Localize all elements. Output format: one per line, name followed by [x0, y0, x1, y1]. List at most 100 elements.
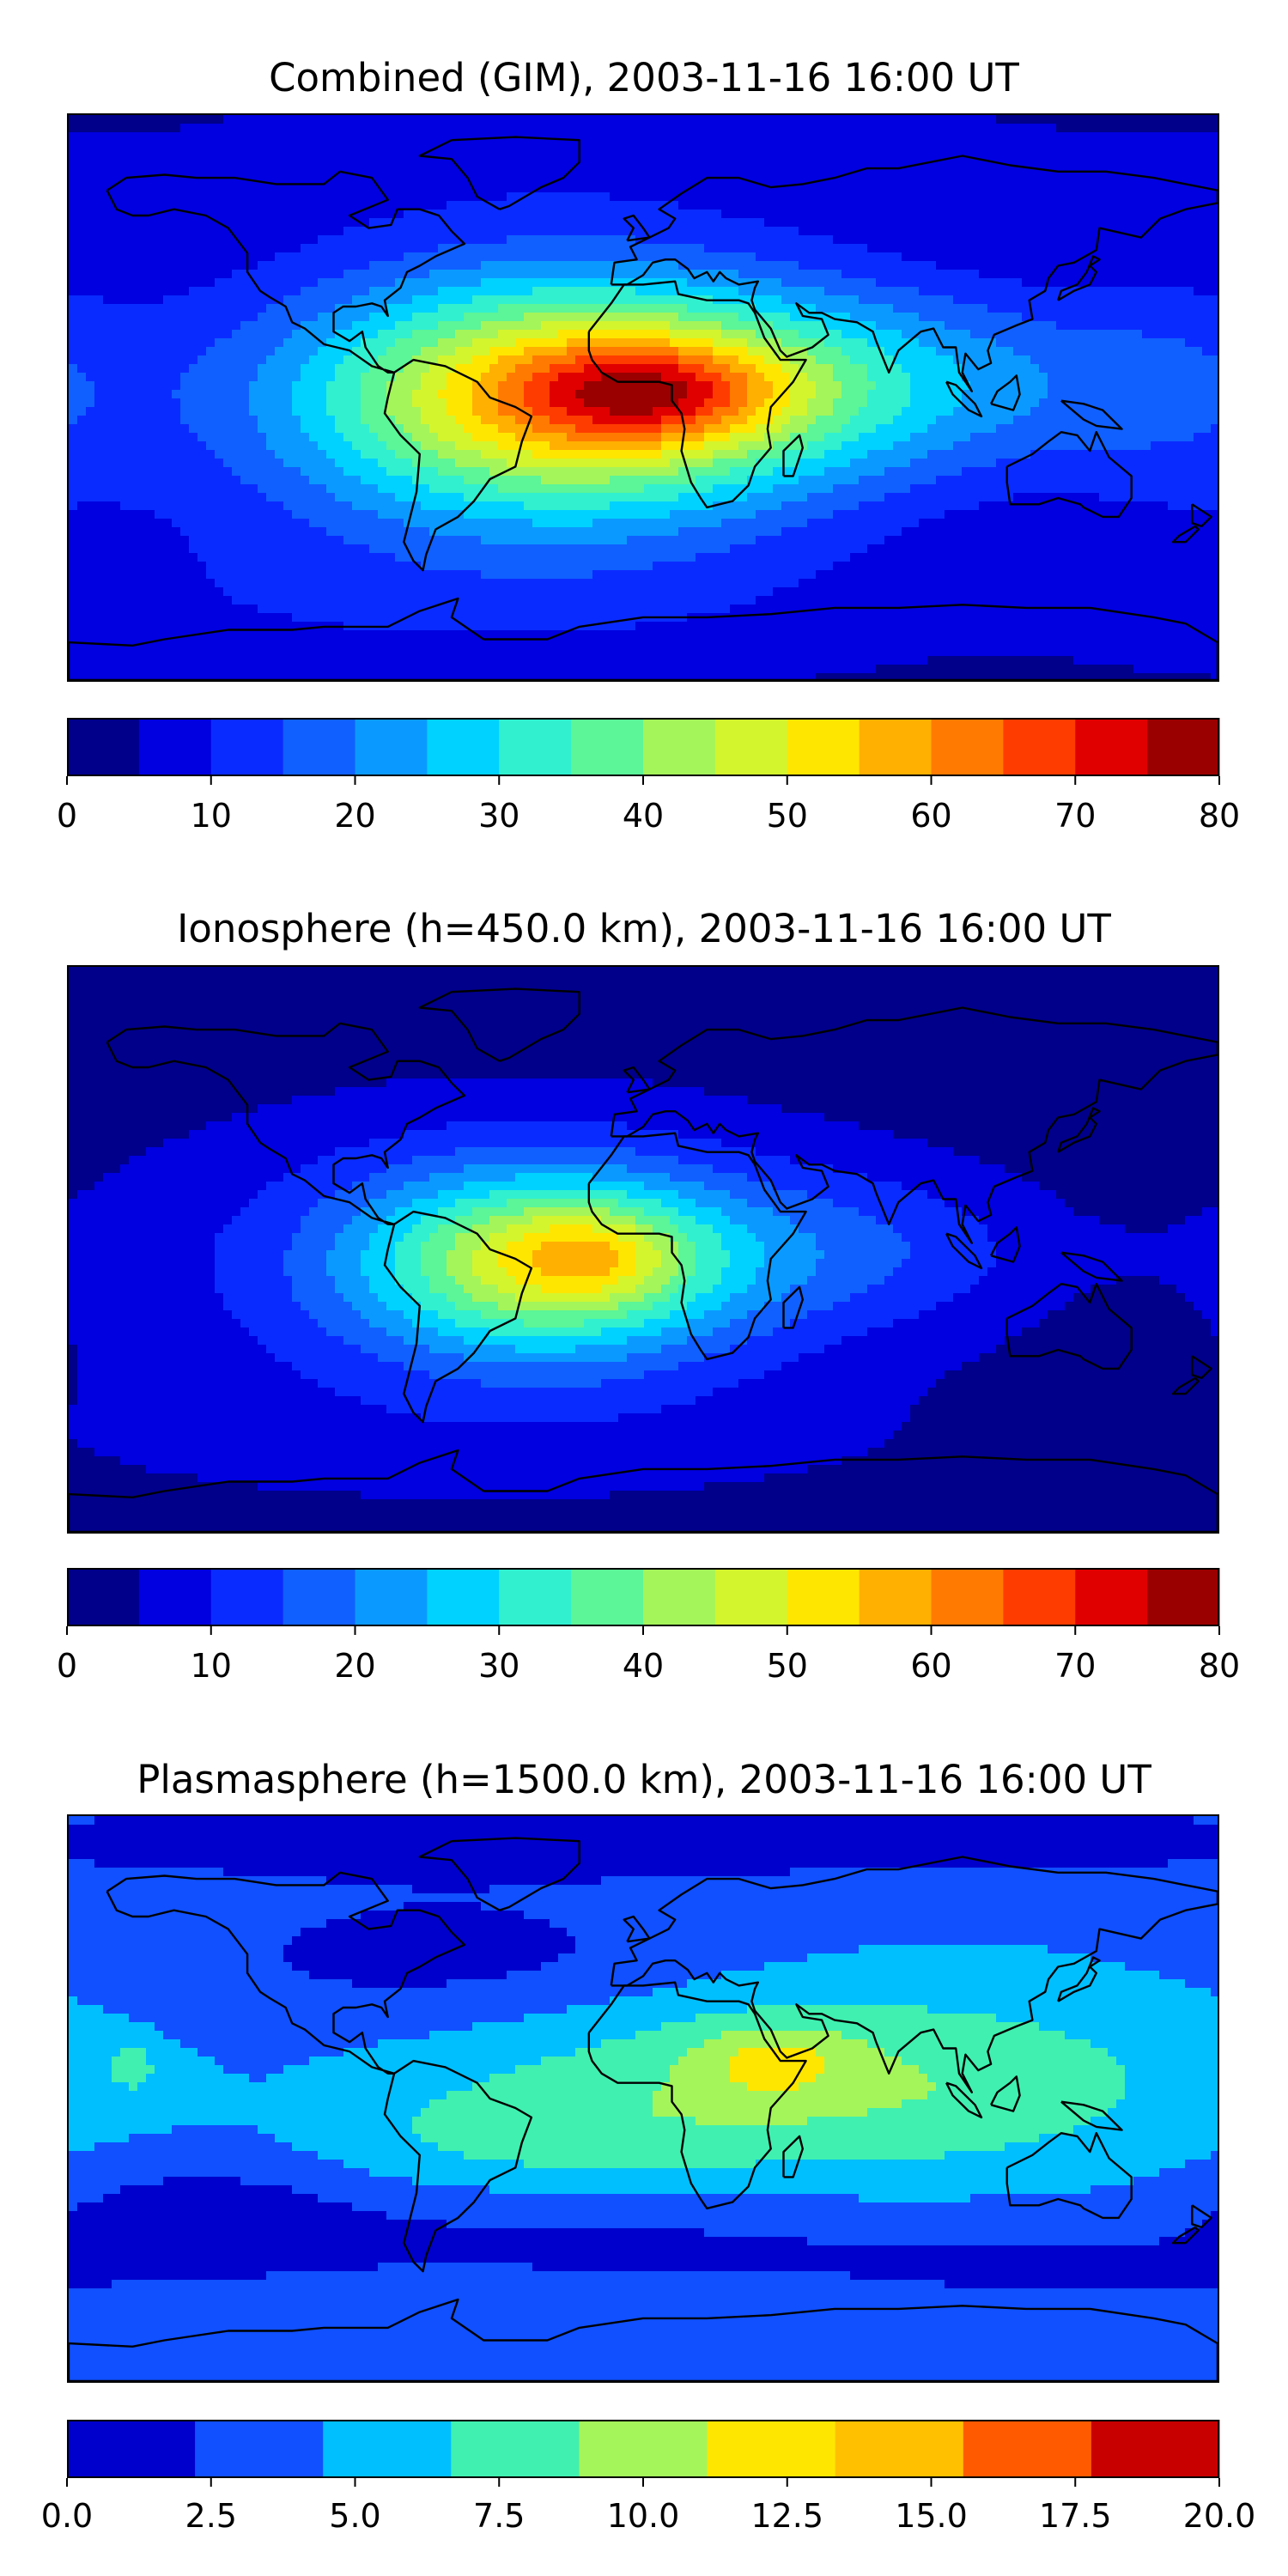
contour-cell: [841, 149, 851, 159]
contour-cell: [936, 304, 945, 313]
contour-cell: [816, 192, 825, 202]
contour-cell: [773, 115, 782, 125]
contour-cell: [1211, 218, 1218, 228]
contour-cell: [919, 132, 928, 142]
contour-cell: [704, 364, 714, 374]
contour-cell: [1082, 270, 1091, 279]
contour-cell: [249, 158, 258, 167]
contour-cell: [1168, 132, 1177, 142]
contour-cell: [1151, 149, 1160, 159]
contour-cell: [738, 381, 748, 391]
contour-cell: [558, 330, 568, 339]
contour-cell: [137, 227, 147, 236]
contour-cell: [1073, 295, 1083, 305]
contour-cell: [232, 184, 241, 193]
contour-cell: [343, 149, 353, 159]
contour-cell: [189, 252, 198, 262]
contour-cell: [1073, 347, 1083, 356]
contour-cell: [687, 381, 696, 391]
contour-cell: [919, 287, 928, 296]
contour-cell: [318, 433, 327, 442]
contour-cell: [1073, 201, 1083, 210]
contour-cell: [1185, 287, 1194, 296]
contour-cell: [790, 330, 799, 339]
contour-cell: [550, 218, 559, 228]
contour-cell: [627, 115, 636, 125]
contour-cell: [704, 184, 714, 193]
contour-cell: [1168, 252, 1177, 262]
contour-cell: [678, 210, 688, 219]
contour-cell: [386, 235, 396, 245]
contour-cell: [550, 381, 559, 391]
contour-cell: [953, 235, 963, 245]
contour-cell: [592, 355, 602, 365]
contour-cell: [129, 295, 138, 305]
contour-cell: [86, 270, 95, 279]
contour-cell: [962, 407, 971, 416]
contour-cell: [945, 304, 954, 313]
contour-cell: [1022, 416, 1031, 425]
contour-cell: [558, 141, 568, 150]
contour-cell: [678, 132, 688, 142]
contour-cell: [137, 175, 147, 185]
contour-cell: [489, 210, 499, 219]
contour-cell: [361, 278, 370, 288]
contour-cell: [103, 381, 112, 391]
contour-cell: [223, 330, 233, 339]
contour-cell: [232, 218, 241, 228]
contour-cell: [936, 261, 945, 270]
contour-cell: [292, 218, 301, 228]
contour-cell: [945, 364, 954, 374]
contour-cell: [438, 295, 447, 305]
contour-cell: [575, 115, 585, 125]
contour-cell: [283, 407, 293, 416]
contour-cell: [902, 381, 911, 391]
contour-cell: [137, 373, 147, 382]
contour-cell: [146, 227, 155, 236]
contour-cell: [618, 115, 628, 125]
contour-cell: [189, 115, 198, 125]
contour-cell: [266, 381, 276, 391]
contour-cell: [859, 192, 868, 202]
contour-cell: [112, 210, 121, 219]
contour-cell: [1116, 167, 1126, 176]
contour-cell: [601, 295, 611, 305]
contour-cell: [635, 295, 645, 305]
contour-cell: [799, 313, 808, 322]
contour-cell: [799, 192, 808, 202]
contour-cell: [1073, 364, 1083, 374]
contour-cell: [283, 158, 293, 167]
contour-cell: [507, 124, 516, 133]
contour-cell: [472, 287, 482, 296]
contour-cell: [1176, 167, 1186, 176]
contour-cell: [386, 424, 396, 434]
contour-cell: [704, 313, 714, 322]
contour-cell: [824, 355, 834, 365]
contour-cell: [987, 252, 997, 262]
contour-cell: [1013, 364, 1023, 374]
contour-cell: [155, 304, 164, 313]
contour-cell: [146, 141, 155, 150]
contour-cell: [738, 373, 748, 382]
contour-cell: [713, 424, 722, 434]
contour-cell: [610, 304, 619, 313]
contour-cell: [438, 124, 447, 133]
contour-cell: [1176, 227, 1186, 236]
contour-cell: [610, 347, 619, 356]
contour-cell: [301, 424, 310, 434]
contour-cell: [472, 295, 482, 305]
contour-cell: [970, 355, 980, 365]
contour-cell: [455, 390, 465, 399]
contour-cell: [738, 364, 748, 374]
contour-cell: [987, 321, 997, 331]
contour-cell: [859, 115, 868, 125]
contour-cell: [910, 149, 920, 159]
contour-cell: [343, 287, 353, 296]
contour-cell: [215, 313, 224, 322]
contour-cell: [1116, 175, 1126, 185]
contour-cell: [532, 192, 542, 202]
contour-cell: [807, 321, 817, 331]
contour-cell: [249, 373, 258, 382]
contour-cell: [876, 295, 885, 305]
contour-cell: [687, 321, 696, 331]
